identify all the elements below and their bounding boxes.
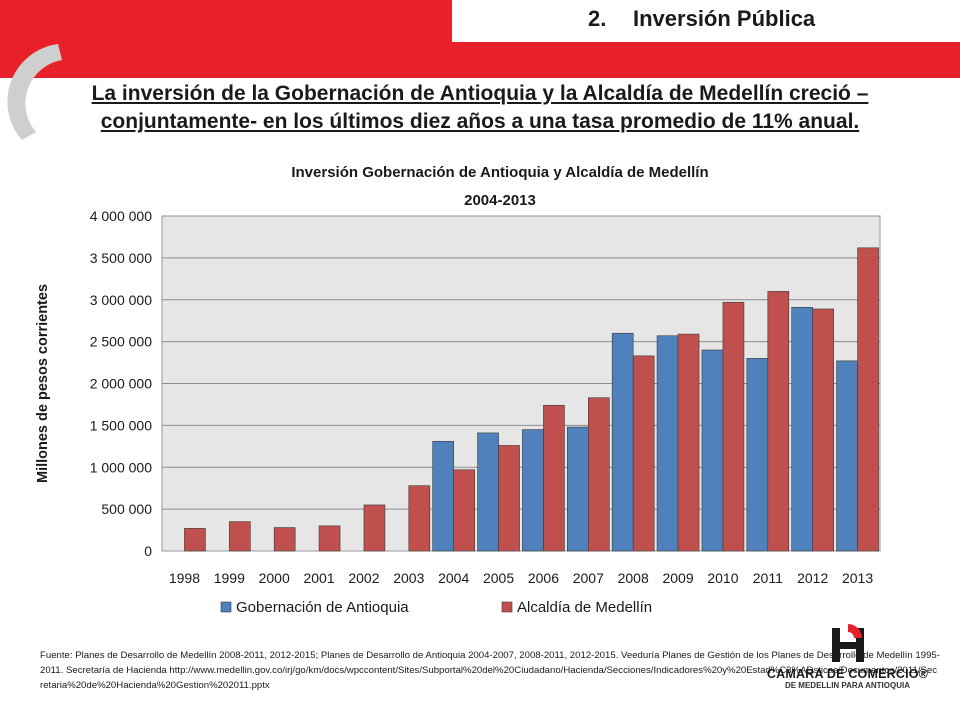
x-tick-label: 2010 (707, 570, 738, 586)
bar-gobernacion (611, 332, 634, 552)
x-tick-label: 2004 (438, 570, 469, 586)
bar-alcaldia (318, 525, 341, 552)
headline-line-2: conjuntamente- en los últimos diez años … (100, 110, 860, 133)
x-tick-label: 2002 (348, 570, 379, 586)
bar-alcaldia (767, 291, 790, 552)
headline-line-1: La inversión de la Gobernación de Antioq… (91, 82, 869, 105)
x-tick-label: 1999 (214, 570, 245, 586)
bar-alcaldia (857, 247, 879, 552)
x-tick-label: 2006 (528, 570, 559, 586)
y-tick-label: 0 (144, 543, 152, 559)
legend-swatch (501, 601, 513, 613)
logo-mark-icon (831, 624, 864, 662)
bar-gobernacion (432, 440, 454, 552)
bar-gobernacion (567, 426, 589, 552)
y-tick-label: 3 500 000 (90, 250, 152, 266)
y-axis-label: Millones de pesos corrientes (35, 284, 51, 483)
bar-gobernacion (477, 432, 499, 552)
x-tick-label: 2007 (573, 570, 604, 586)
x-tick-label: 2011 (753, 570, 783, 586)
legend-label: Gobernación de Antioquia (236, 599, 409, 616)
y-tick-label: 3 000 000 (90, 292, 152, 308)
bar-alcaldia (677, 333, 700, 552)
bar-alcaldia (588, 397, 610, 552)
y-tick-label: 4 000 000 (90, 208, 152, 224)
investment-chart: Inversión Gobernación de Antioquia y Alc… (35, 164, 881, 616)
y-tick-label: 1 500 000 (90, 417, 152, 433)
bar-gobernacion (746, 358, 769, 552)
chart-subtitle: 2004-2013 (464, 192, 536, 209)
x-tick-label: 2003 (393, 570, 424, 586)
x-tick-label: 2009 (662, 570, 693, 586)
bar-alcaldia (543, 404, 565, 552)
bar-alcaldia (184, 528, 206, 552)
logo: CAMARA DE COMERCIO® DE MEDELLIN PARA ANT… (760, 622, 935, 690)
chart-title: Inversión Gobernación de Antioquia y Alc… (291, 164, 708, 181)
bar-gobernacion (701, 349, 724, 552)
section-number: 2. (588, 6, 607, 31)
section-title: 2. Inversión Pública (588, 6, 815, 32)
x-tick-label: 2001 (303, 570, 334, 586)
x-tick-label: 1998 (169, 570, 200, 586)
bar-alcaldia (273, 527, 296, 552)
legend-label: Alcaldía de Medellín (517, 599, 652, 616)
logo-name: CAMARA DE COMERCIO® (766, 667, 929, 681)
bar-gobernacion (522, 429, 544, 552)
x-tick-label: 2000 (259, 570, 290, 586)
bar-alcaldia (408, 485, 431, 552)
y-tick-label: 2 500 000 (90, 334, 152, 350)
logo-subtitle: DE MEDELLIN PARA ANTIOQUIA (784, 681, 911, 690)
bar-alcaldia (812, 308, 834, 552)
section-title-text: Inversión Pública (633, 6, 816, 31)
bar-gobernacion (791, 306, 813, 552)
x-tick-label: 2012 (797, 570, 828, 586)
bar-gobernacion (836, 360, 858, 552)
bar-alcaldia (722, 301, 745, 552)
bar-alcaldia (498, 445, 520, 552)
bar-gobernacion (656, 335, 679, 552)
y-tick-label: 1 000 000 (90, 459, 152, 475)
section-tab (452, 0, 960, 42)
y-tick-label: 2 000 000 (90, 376, 152, 392)
bar-alcaldia (363, 504, 386, 552)
source-note: Fuente: Planes de Desarrollo de Medellín… (40, 650, 940, 691)
bar-alcaldia (632, 355, 655, 552)
bar-alcaldia (453, 469, 475, 552)
x-tick-label: 2013 (842, 570, 873, 586)
legend-swatch (220, 601, 232, 613)
y-tick-label: 500 000 (101, 501, 152, 517)
bar-alcaldia (229, 521, 251, 552)
x-tick-label: 2005 (483, 570, 514, 586)
decorative-arc (7, 44, 62, 140)
headline: La inversión de la Gobernación de Antioq… (40, 80, 920, 136)
x-tick-label: 2008 (618, 570, 649, 586)
